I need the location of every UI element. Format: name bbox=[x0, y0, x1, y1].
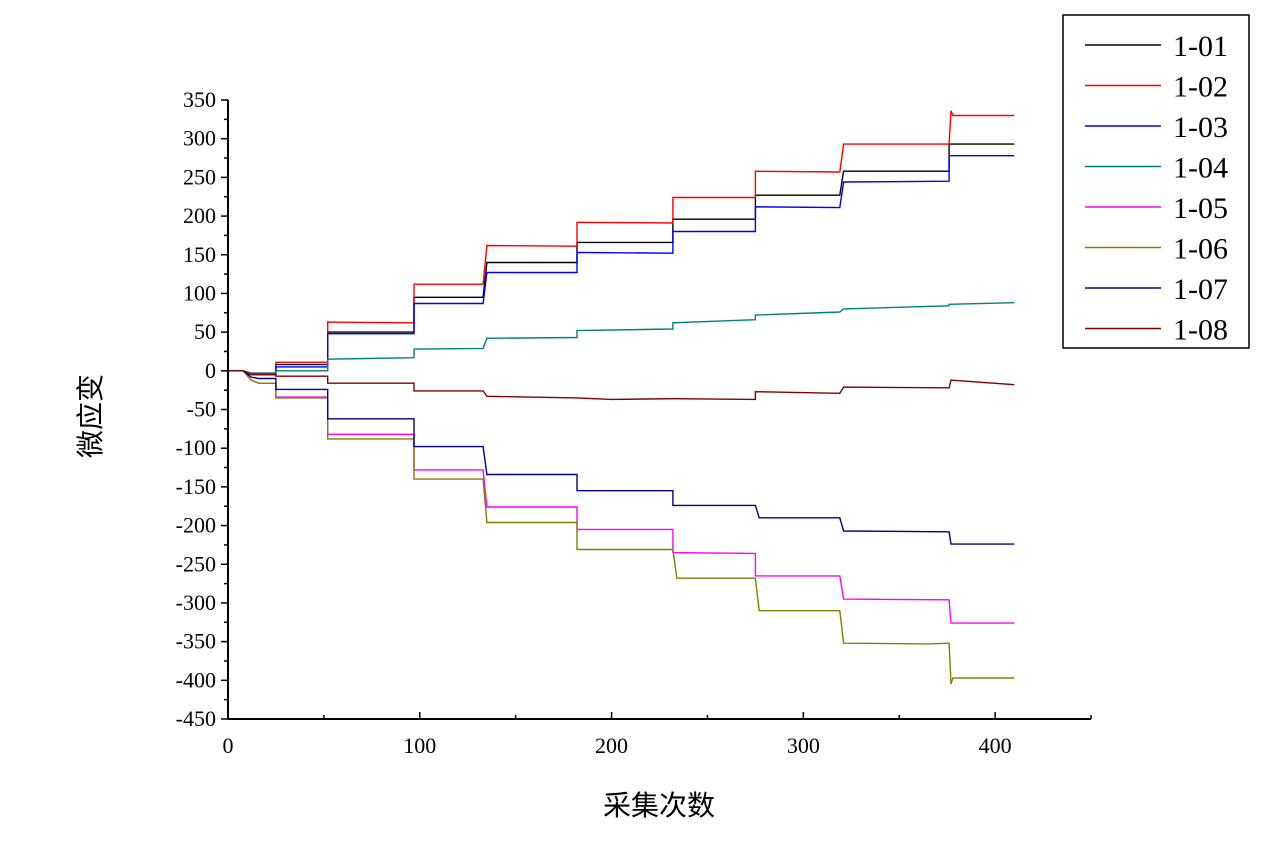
y-tick-label: 250 bbox=[183, 164, 216, 189]
y-axis-title: 微应变 bbox=[74, 374, 107, 458]
x-tick-label: 400 bbox=[979, 733, 1012, 758]
y-tick-label: -400 bbox=[176, 667, 216, 692]
y-tick-label: -350 bbox=[176, 629, 216, 654]
axes: 350 300 250 200 150 100 50 0 -50 -100 -150 -200 -250… bbox=[176, 87, 1092, 758]
series-line-1-04 bbox=[228, 302, 1015, 374]
series-line-1-05 bbox=[228, 370, 1015, 624]
legend-label: 1-04 bbox=[1173, 152, 1228, 185]
series-line-1-02 bbox=[228, 110, 1015, 374]
series-line-1-06 bbox=[228, 370, 1015, 685]
x-tick-label: 0 bbox=[223, 733, 234, 758]
y-tick-label: 200 bbox=[183, 203, 216, 228]
x-axis-title: 采集次数 bbox=[603, 789, 715, 822]
x-tick-label: 300 bbox=[787, 733, 820, 758]
series-line-1-08 bbox=[228, 370, 1015, 401]
series-line-1-03 bbox=[228, 154, 1015, 376]
y-tick-label: 350 bbox=[183, 87, 216, 112]
legend-label: 1-07 bbox=[1173, 273, 1228, 306]
legend-box bbox=[1062, 14, 1250, 349]
legend: 1-01 1-02 1-03 1-04 1-05 1-06 1-07 1-08 bbox=[1062, 14, 1250, 349]
legend-label: 1-05 bbox=[1173, 192, 1228, 225]
y-tick-label: -450 bbox=[176, 706, 216, 731]
y-tick-label: -100 bbox=[176, 435, 216, 460]
x-tick-label: 100 bbox=[403, 733, 436, 758]
legend-label: 1-08 bbox=[1173, 314, 1228, 347]
series-line-1-07 bbox=[228, 370, 1015, 545]
y-tick-label: -200 bbox=[176, 513, 216, 538]
y-tick-label: -250 bbox=[176, 551, 216, 576]
legend-label: 1-01 bbox=[1173, 30, 1228, 63]
y-tick-label: -50 bbox=[187, 397, 216, 422]
series-lines bbox=[228, 110, 1015, 685]
legend-label: 1-06 bbox=[1173, 233, 1228, 266]
y-tick-label: 50 bbox=[194, 319, 216, 344]
series-line-1-01 bbox=[228, 143, 1015, 375]
x-tick-label: 200 bbox=[595, 733, 628, 758]
y-tick-label: -300 bbox=[176, 590, 216, 615]
legend-label: 1-03 bbox=[1173, 111, 1228, 144]
y-tick-label: 0 bbox=[205, 358, 216, 383]
y-tick-label: 100 bbox=[183, 280, 216, 305]
legend-label: 1-02 bbox=[1173, 71, 1228, 104]
y-tick-label: 300 bbox=[183, 126, 216, 151]
y-tick-label: 150 bbox=[183, 242, 216, 267]
y-tick-label: -150 bbox=[176, 474, 216, 499]
